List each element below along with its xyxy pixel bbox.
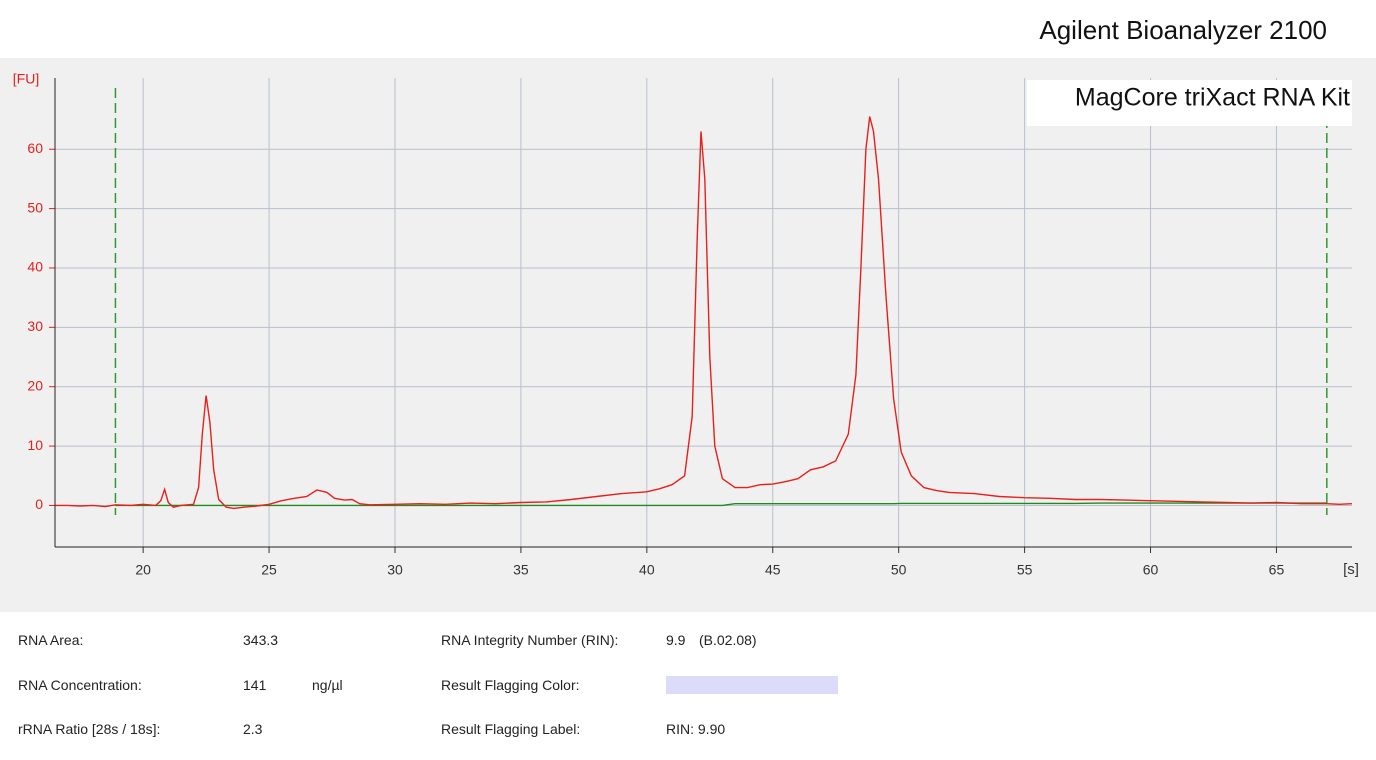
x-tick-label: 65 <box>1269 562 1285 578</box>
annotation: MagCore triXact RNA Kit <box>1075 84 1350 112</box>
result-value: 9.9 <box>666 632 686 648</box>
y-tick-label: 40 <box>27 259 43 275</box>
y-tick-label: 20 <box>27 377 43 393</box>
x-tick-label: 50 <box>891 562 907 578</box>
x-tick-label: 25 <box>261 562 277 578</box>
result-unit: ng/µl <box>312 677 343 693</box>
y-tick-label: 10 <box>27 437 43 453</box>
x-tick-label: 20 <box>135 562 151 578</box>
y-axis-label: [FU] <box>13 71 39 87</box>
chart-title: Agilent Bioanalyzer 2100 <box>1039 15 1327 45</box>
result-label: RNA Concentration: <box>18 677 142 693</box>
series-line <box>115 502 1327 507</box>
flag-color-swatch <box>666 676 838 694</box>
y-tick-label: 0 <box>35 496 43 512</box>
x-tick-label: 35 <box>513 562 529 578</box>
y-tick-label: 60 <box>27 140 43 156</box>
chart-panel <box>0 58 1376 612</box>
y-tick-label: 50 <box>27 199 43 215</box>
x-tick-label: 30 <box>387 562 403 578</box>
y-tick-label: 30 <box>27 318 43 334</box>
chart: Agilent Bioanalyzer 2100 0 10 20 30 40 50 60 20… <box>0 15 1376 612</box>
x-tick-label: 55 <box>1017 562 1033 578</box>
result-label: RNA Integrity Number (RIN): <box>441 632 619 648</box>
result-value: 343.3 <box>243 632 279 648</box>
result-value: RIN: 9.90 <box>666 721 726 737</box>
annotation-box <box>1027 80 1352 126</box>
result-label: RNA Area: <box>18 632 84 648</box>
series-line <box>55 116 1352 510</box>
x-tick-label: 40 <box>639 562 655 578</box>
x-tick-label: 45 <box>765 562 781 578</box>
result-label: rRNA Ratio [28s / 18s]: <box>18 721 161 737</box>
result-label: Result Flagging Label: <box>441 721 581 737</box>
x-axis-label: [s] <box>1343 561 1359 578</box>
result-note: (B.02.08) <box>699 632 757 648</box>
result-label: Result Flagging Color: <box>441 677 580 693</box>
result-value: 141 <box>243 677 267 693</box>
result-value: 2.3 <box>243 721 263 737</box>
x-tick-label: 60 <box>1143 562 1159 578</box>
